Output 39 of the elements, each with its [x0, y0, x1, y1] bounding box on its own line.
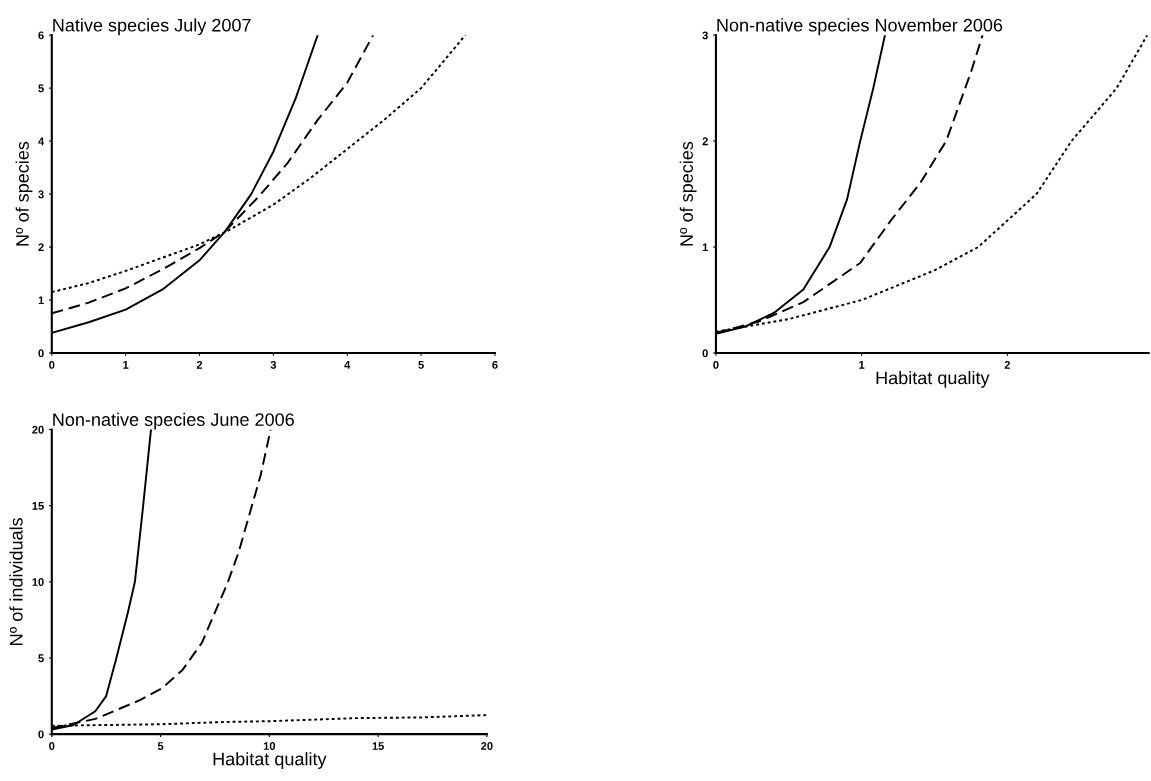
y-tick-label: 10: [32, 578, 44, 586]
x-tick-label: 0: [49, 360, 55, 369]
x-tick-label: 6: [492, 360, 498, 369]
y-tick-label: 1: [38, 296, 44, 305]
chart-title: Non-native species June 2006: [53, 412, 294, 430]
y-tick-label: 15: [32, 502, 44, 510]
y-tick-label: 2: [702, 137, 708, 146]
y-tick-label: 1: [702, 243, 708, 252]
x-tick-label: 5: [418, 361, 424, 369]
y-tick-label: 5: [38, 84, 44, 93]
y-tick-label: 4: [38, 137, 45, 146]
x-tick-label: 3: [270, 360, 277, 369]
x-tick-label: 15: [372, 742, 384, 750]
x-tick-label: 20: [481, 742, 493, 750]
x-tick-label: 2: [1004, 360, 1010, 369]
chart-title: Native species July 2007: [53, 18, 251, 36]
y-tick-label: 5: [38, 654, 44, 663]
y-tick-label: 0: [38, 349, 44, 358]
chart-title: Non-native species November 2006: [717, 18, 1003, 36]
y-tick-label: 6: [38, 31, 44, 40]
x-tick-label: 10: [263, 742, 276, 750]
y-tick-label: 3: [38, 190, 44, 199]
x-tick-label: 4: [344, 361, 351, 369]
y-tick-label: 3: [702, 31, 708, 40]
x-tick-label: 2: [196, 360, 203, 369]
x-tick-label: 1: [123, 361, 129, 369]
y-tick-label: 20: [32, 425, 44, 434]
y-axis-title: Nº of species: [679, 141, 697, 246]
y-tick-label: 0: [702, 349, 708, 358]
x-axis-title: Habitat quality: [876, 371, 990, 388]
y-tick-label: 2: [38, 243, 44, 252]
x-tick-label: 1: [859, 361, 865, 369]
x-tick-label: 0: [49, 742, 55, 750]
x-tick-label: 0: [713, 360, 719, 369]
x-axis-title: Habitat quality: [213, 752, 327, 769]
y-axis-title: Nº of individuals: [9, 517, 23, 645]
y-tick-label: 0: [38, 730, 44, 739]
y-axis-title: Nº of species: [15, 141, 33, 246]
x-tick-label: 5: [157, 742, 164, 750]
